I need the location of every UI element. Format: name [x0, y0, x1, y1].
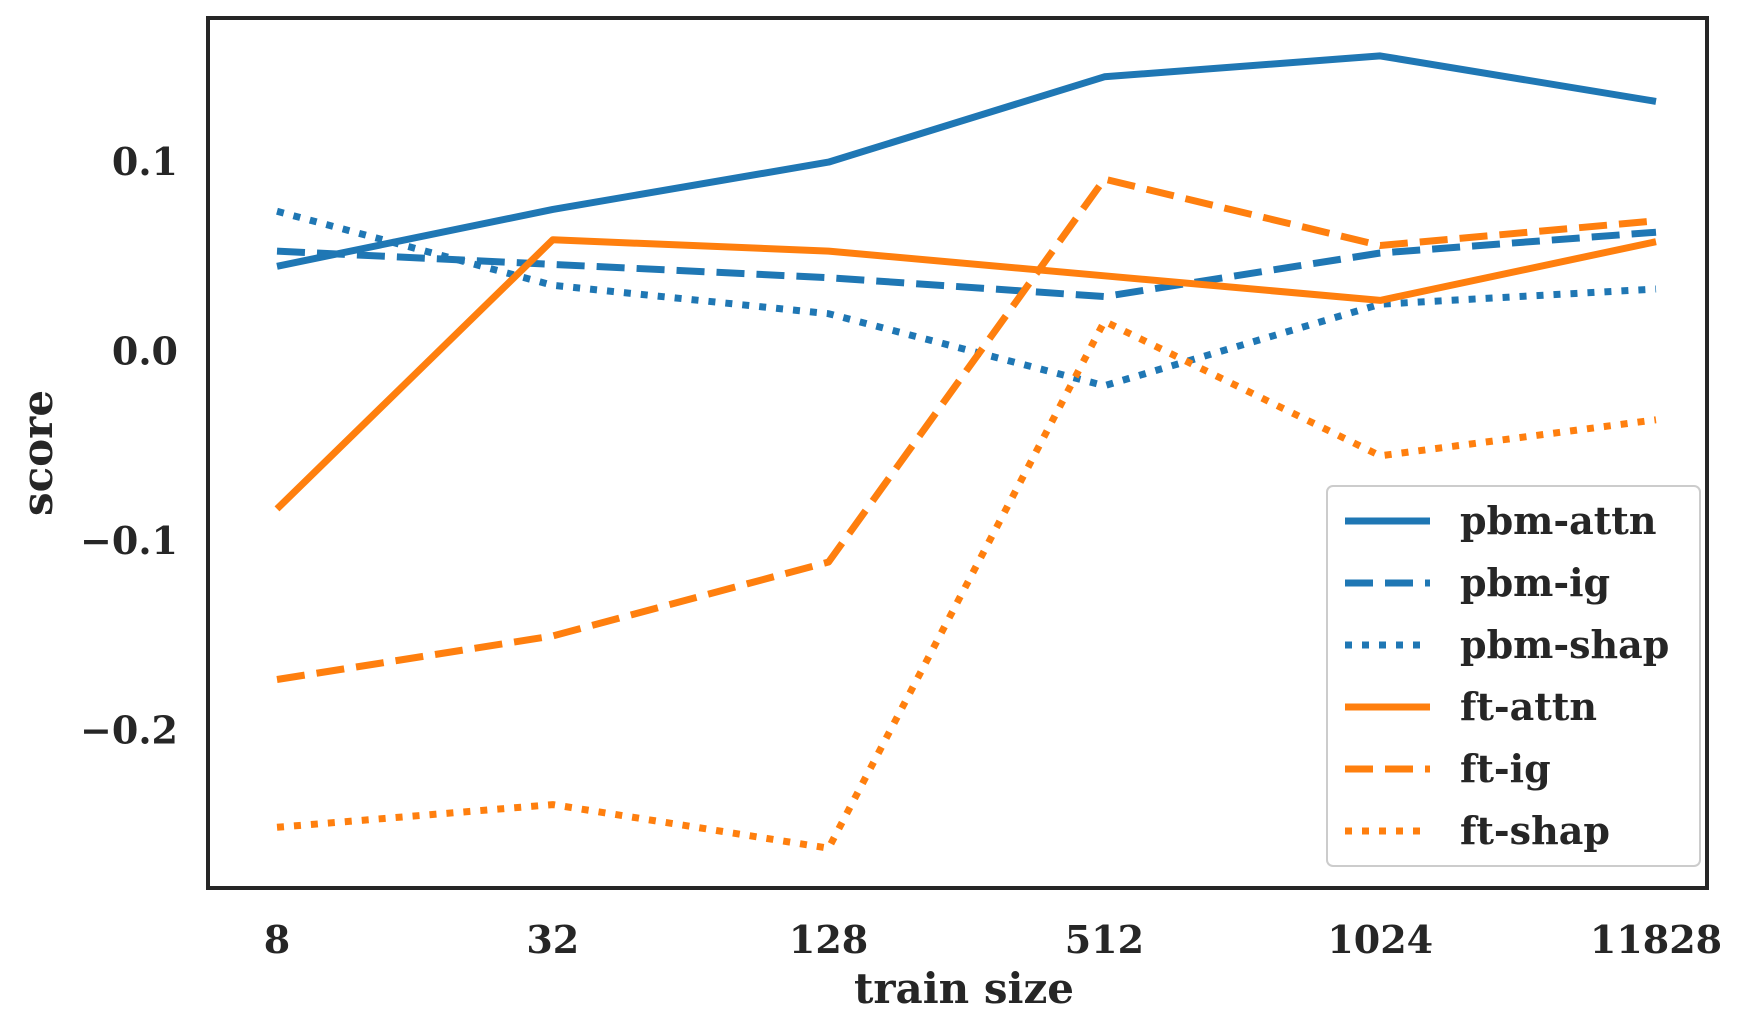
legend-label-pbm-ig: pbm-ig: [1460, 560, 1610, 605]
series-line-ft-ig: [276, 175, 1657, 683]
legend-label-ft-shap: ft-shap: [1460, 808, 1610, 853]
x-tick-labels: 8 32 128 512 1024 11828: [264, 917, 1722, 962]
x-tick-label-11828: 11828: [1590, 917, 1722, 962]
legend-label-pbm-shap: pbm-shap: [1460, 622, 1669, 667]
series-line-pbm-shap: [276, 207, 1657, 390]
legend-box: [1326, 485, 1701, 867]
x-tick-label-1024: 1024: [1327, 917, 1433, 962]
plot-frame: [206, 16, 1709, 890]
legend-label-ft-attn: ft-attn: [1460, 684, 1597, 729]
legend: pbm-attn pbm-ig pbm-shap ft-attn ft-ig ft-sha…: [1326, 485, 1701, 867]
series-line-pbm-attn: [276, 52, 1657, 270]
series-line-ft-shap: [276, 317, 1657, 852]
series-layer: [274, 52, 1657, 852]
legend-label-pbm-attn: pbm-attn: [1460, 498, 1656, 543]
x-tick-label-32: 32: [526, 917, 579, 962]
x-axis-label: train size: [854, 964, 1074, 1013]
y-tick-label-0: −0.2: [80, 708, 178, 753]
y-tick-label-2: 0.0: [112, 329, 178, 374]
y-tick-labels: −0.2 −0.1 0.0 0.1: [80, 139, 178, 753]
series-line-pbm-ig: [276, 228, 1657, 301]
y-tick-label-1: −0.1: [80, 518, 178, 563]
series-line-ft-attn: [274, 236, 1657, 512]
x-tick-label-8: 8: [264, 917, 290, 962]
x-tick-label-512: 512: [1065, 917, 1144, 962]
y-axis-label: score: [13, 390, 62, 516]
x-tick-label-128: 128: [789, 917, 868, 962]
y-tick-label-3: 0.1: [112, 139, 178, 184]
legend-label-ft-ig: ft-ig: [1460, 746, 1551, 791]
